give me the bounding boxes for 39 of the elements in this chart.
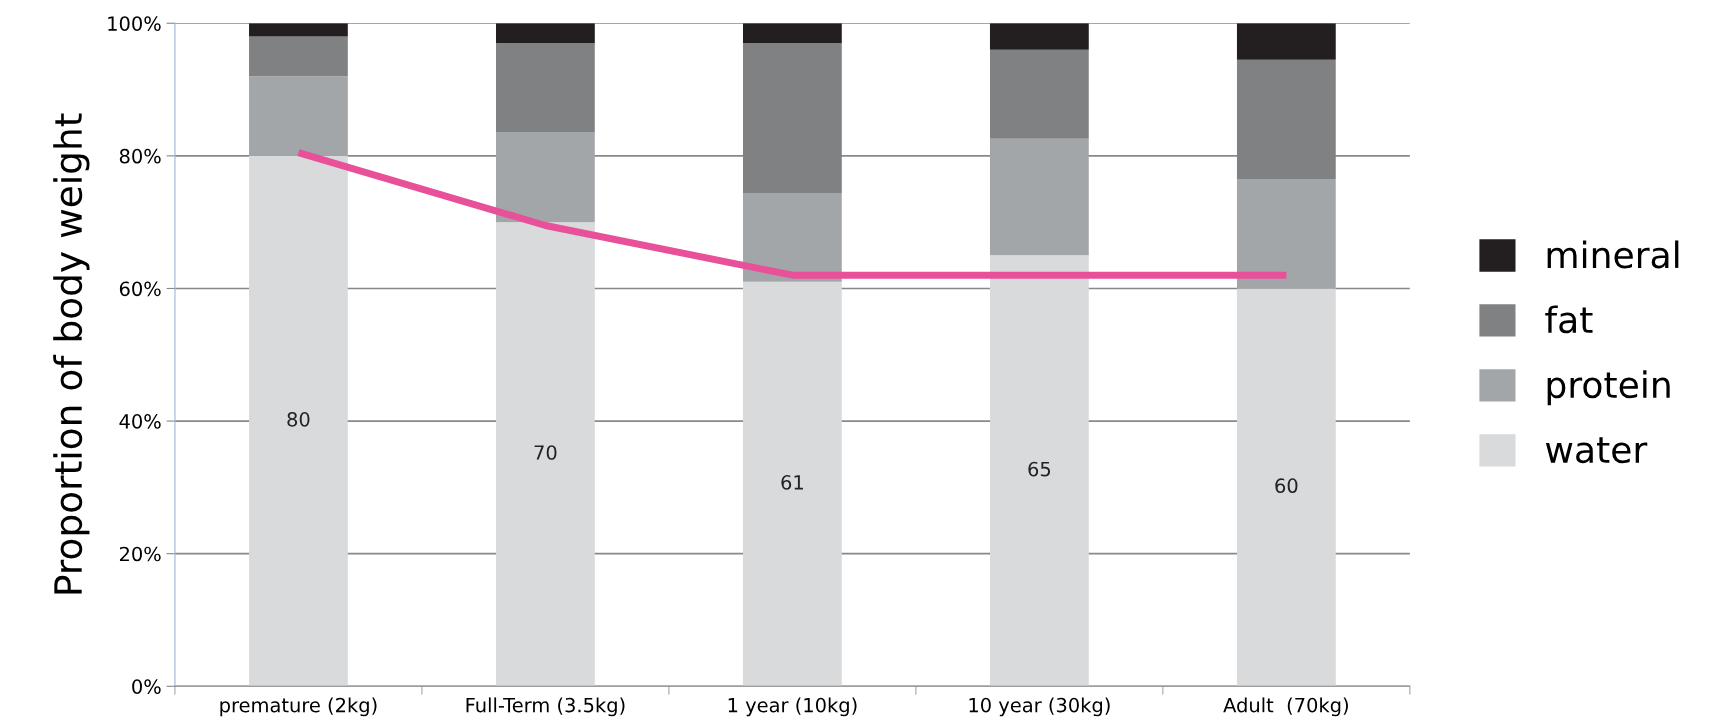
- x-tick-label: Full-Term (3.5kg): [466, 697, 625, 717]
- x-tick-label: Adult (70kg): [1223, 697, 1348, 717]
- legend-label: water: [1545, 437, 1648, 464]
- bar: [1236, 288, 1336, 687]
- x-tick-label: 10 year (30kg): [969, 697, 1110, 717]
- y-tick-label: 0%: [132, 679, 161, 694]
- bar: [496, 23, 595, 44]
- bar: [249, 23, 348, 37]
- data-label: 61: [781, 475, 803, 490]
- y-tick-label: 100%: [108, 16, 161, 31]
- y-tick-label: 60%: [119, 281, 161, 297]
- y-axis-title: Proportion of body weight: [53, 113, 90, 594]
- bar: [989, 255, 1089, 687]
- legend-label: mineral: [1547, 240, 1679, 269]
- bar: [742, 281, 842, 687]
- bar: [496, 43, 595, 132]
- data-label: 80: [287, 412, 310, 427]
- bar: [989, 138, 1089, 256]
- x-tick-label: premature (2kg): [220, 697, 377, 717]
- y-tick-label: 40%: [119, 414, 161, 429]
- legend-label: fat: [1545, 305, 1593, 334]
- data-label: 65: [1028, 461, 1051, 477]
- bar: [989, 23, 1089, 50]
- bar: [1236, 179, 1336, 289]
- bar: [249, 155, 348, 687]
- bar: [496, 132, 595, 223]
- bar: [249, 36, 348, 77]
- bar: [742, 193, 842, 282]
- bar: [496, 222, 595, 687]
- legend-label: protein: [1547, 370, 1670, 406]
- x-tick-label: 1 year (10kg): [728, 697, 857, 717]
- bar: [1236, 23, 1336, 60]
- bar: [989, 49, 1089, 139]
- bar: [742, 23, 842, 44]
- y-tick-label: 80%: [119, 148, 161, 164]
- data-label: 60: [1275, 478, 1298, 494]
- data-label: 70: [534, 445, 557, 460]
- y-tick-label: 20%: [119, 546, 161, 562]
- bar: [249, 76, 348, 156]
